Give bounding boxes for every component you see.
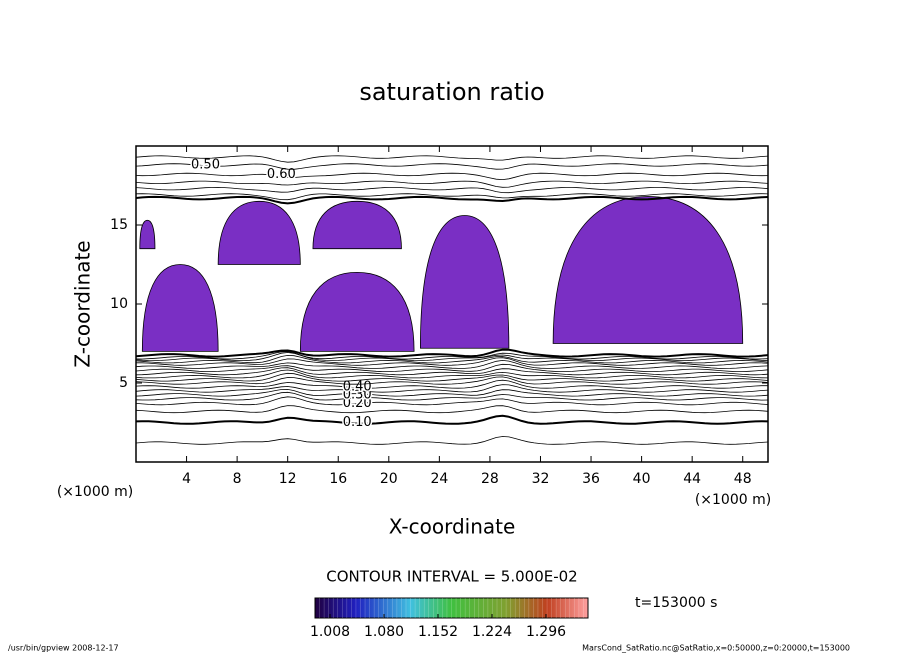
contour-label: 0.10 [343, 415, 372, 430]
contour-line [136, 436, 768, 445]
y-tick-label: 5 [119, 375, 128, 391]
x-unit-label: (×1000 m) [695, 492, 771, 508]
contour-line [136, 391, 768, 401]
contour-line [136, 369, 768, 379]
contour-label: 0.50 [191, 157, 220, 172]
footer: MarsCond_SatRatio.nc@SatRatio,x=0:50000,… [582, 644, 850, 653]
supersaturation-region [552, 196, 744, 344]
supersaturation-region [312, 200, 402, 250]
supersaturation-region [141, 264, 219, 352]
supersaturation-region [419, 215, 510, 349]
contour-line [136, 180, 768, 188]
supersaturation-region [217, 200, 301, 265]
contour-line [136, 363, 768, 372]
contour-label: 0.60 [267, 167, 296, 182]
contour-line [136, 357, 768, 366]
x-tick-label: 16 [329, 471, 347, 487]
contour-line [136, 352, 768, 362]
x-tick-label: 4 [182, 471, 191, 487]
x-tick-label: 48 [734, 471, 752, 487]
contour-line [136, 163, 768, 170]
x-tick-label: 36 [582, 471, 600, 487]
contour-line [136, 396, 768, 406]
x-tick-label: 40 [633, 471, 651, 487]
y-tick-label: 15 [110, 217, 128, 233]
supersaturation-region [299, 271, 415, 352]
contour-line [136, 376, 768, 385]
contour-line [136, 372, 768, 382]
x-tick-label: 8 [233, 471, 242, 487]
contour-label: 0.20 [343, 396, 372, 411]
time-label: t=153000 s [635, 595, 717, 611]
x-axis-label: X-coordinate [389, 515, 516, 539]
chart-title: saturation ratio [359, 78, 544, 106]
colorbar-tick-label: 1.080 [364, 624, 404, 640]
colorbar-tick-label: 1.224 [472, 624, 512, 640]
contour-line [136, 414, 768, 425]
contour-line [136, 384, 768, 393]
x-tick-label: 28 [481, 471, 499, 487]
x-tick-label: 32 [532, 471, 550, 487]
x-tick-label: 24 [430, 471, 448, 487]
y-axis-label: Z-coordinate [71, 240, 95, 367]
contour-line [136, 193, 768, 201]
contour-line [136, 155, 768, 163]
colorbar-tick-label: 1.152 [418, 624, 458, 640]
x-unit-label: (×1000 m) [57, 484, 133, 500]
contour-line [136, 405, 768, 414]
contour-interval: CONTOUR INTERVAL = 5.000E-02 [326, 568, 577, 586]
colorbar [314, 597, 589, 619]
contour-label: 0.40 [343, 379, 372, 394]
footer: /usr/bin/gpview 2008-12-17 [8, 644, 119, 653]
contour-line [136, 354, 768, 364]
contour-line [136, 379, 768, 389]
colorbar-tick-label: 1.296 [526, 624, 566, 640]
contour-line [136, 388, 768, 397]
contour-line [136, 351, 768, 360]
contour-line [136, 367, 768, 376]
colorbar-tick-label: 1.008 [310, 624, 350, 640]
contour-line [136, 359, 768, 369]
x-tick-label: 20 [380, 471, 398, 487]
x-tick-label: 12 [279, 471, 297, 487]
x-tick-label: 44 [683, 471, 701, 487]
contour-line [136, 172, 768, 181]
contour-line [136, 348, 768, 358]
plot-area: 0.100.200.300.400.600.50 [136, 155, 768, 445]
contour-line [136, 186, 768, 194]
supersaturation-region [139, 219, 156, 250]
contour-line [136, 195, 768, 205]
y-tick-label: 10 [110, 296, 128, 312]
